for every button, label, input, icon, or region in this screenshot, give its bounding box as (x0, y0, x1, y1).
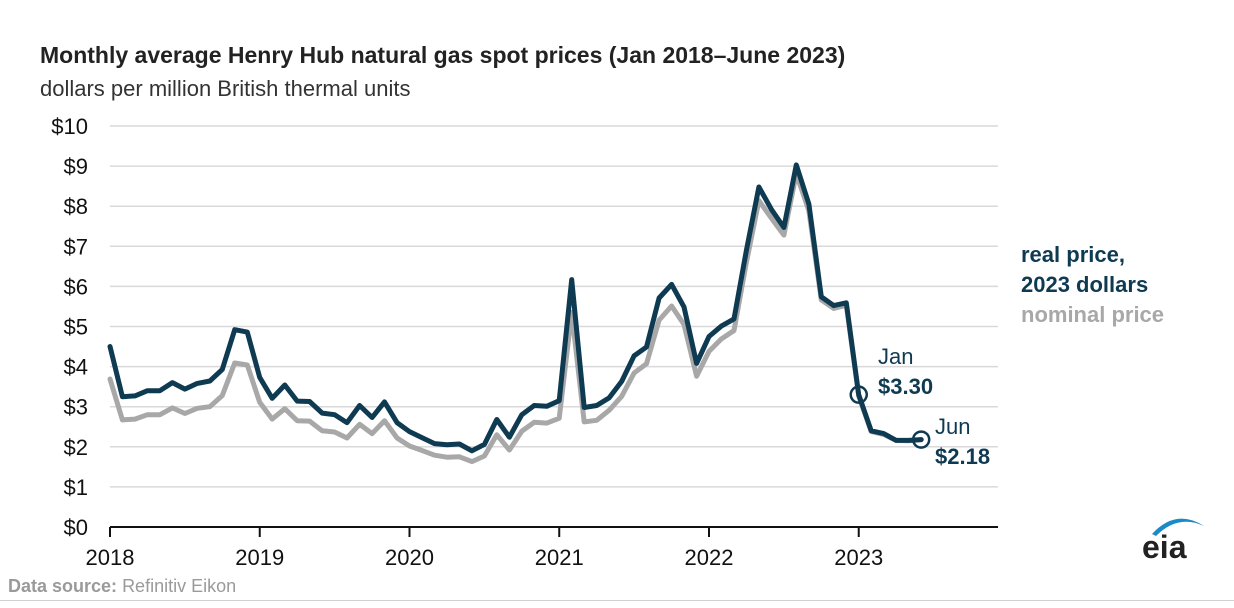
legend-entry: nominal price (1021, 302, 1164, 327)
annotation-value: $3.30 (878, 374, 933, 399)
annotation-marker-jan (849, 385, 868, 404)
chart-subtitle: dollars per million British thermal unit… (40, 76, 411, 101)
x-tick-label: 2023 (834, 545, 883, 570)
series-line-nominal-price (107, 171, 924, 465)
y-tick-label: $1 (64, 475, 88, 500)
x-axis-ticks: 2018 2019 2020 2021 2022 2023 (86, 526, 998, 570)
x-tick-label: 2020 (385, 545, 434, 570)
eia-logo: eia (1142, 518, 1204, 564)
annotation-marker-jun (911, 430, 931, 449)
legend-entry: 2023 dollars (1021, 272, 1148, 297)
y-tick-label: $5 (64, 315, 88, 340)
series-line-real-price (107, 162, 924, 454)
eia-logo-text: eia (1142, 529, 1187, 564)
x-tick-label: 2022 (685, 545, 734, 570)
data-source-label: Data source: (8, 576, 118, 596)
eia-logo-swoosh-icon (1152, 518, 1204, 536)
annotation-value: $2.18 (935, 444, 990, 469)
legend-entry: real price, (1021, 242, 1125, 267)
x-tick-label: 2018 (86, 545, 135, 570)
y-tick-label: $9 (64, 154, 88, 179)
y-tick-label: $0 (64, 515, 88, 540)
y-tick-label: $8 (64, 194, 88, 219)
chart-title: Monthly average Henry Hub natural gas sp… (40, 42, 846, 68)
data-source: Data source: Refinitiv Eikon (8, 576, 236, 597)
data-source-value: Refinitiv Eikon (122, 576, 237, 596)
x-tick-label: 2019 (235, 545, 284, 570)
annotation-month: Jan (878, 344, 913, 369)
y-tick-label: $2 (64, 435, 88, 460)
annotation-month: Jun (935, 414, 970, 439)
y-tick-label: $4 (64, 355, 88, 380)
y-tick-label: $6 (64, 274, 88, 299)
footer-divider (0, 600, 1234, 601)
y-axis-ticks: $0 $1 $2 $3 $4 $5 $6 $7 $8 $9 $10 (51, 114, 88, 540)
series-lines (107, 162, 924, 465)
gridlines (110, 125, 998, 488)
legend: real price, 2023 dollars nominal price (1021, 242, 1164, 327)
y-tick-label: $3 (64, 395, 88, 420)
y-tick-label: $7 (64, 234, 88, 259)
x-tick-label: 2021 (535, 545, 584, 570)
y-tick-label: $10 (51, 114, 88, 139)
